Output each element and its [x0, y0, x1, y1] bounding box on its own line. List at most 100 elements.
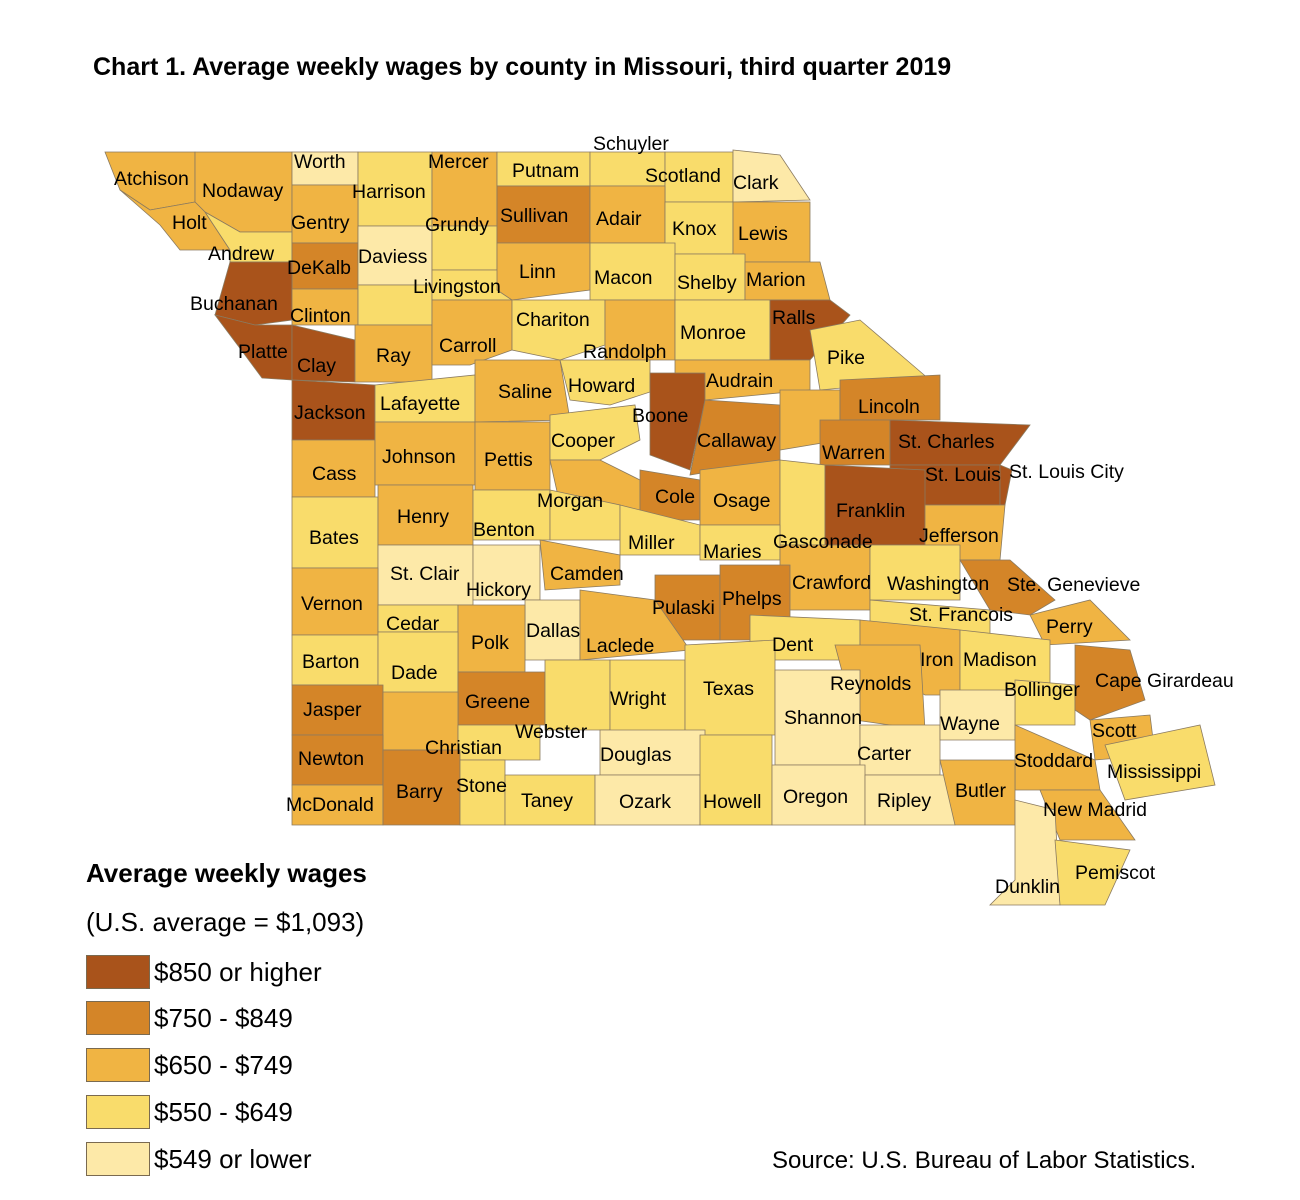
county-label: Ozark [619, 791, 671, 813]
county-label: Clinton [290, 305, 351, 327]
county-washington [869, 544, 961, 601]
county-label: Buchanan [190, 293, 278, 315]
county-label: Texas [703, 678, 754, 700]
legend-swatch [86, 1095, 150, 1129]
county-chariton [511, 299, 606, 361]
county-label: Linn [519, 261, 556, 283]
county-label: St. Louis [925, 464, 1001, 486]
county-lincoln [839, 374, 941, 421]
county-label: Callaway [697, 430, 776, 452]
county-label: Jasper [303, 699, 362, 721]
county-label: Dallas [526, 620, 580, 642]
county-linn [496, 242, 591, 301]
county-label: Wayne [940, 713, 1000, 735]
county-perry [1029, 599, 1131, 646]
legend-label: $550 - $649 [154, 1096, 293, 1127]
county-label: Oregon [783, 786, 848, 808]
county-label: Mississippi [1107, 761, 1201, 783]
legend-swatch [86, 1001, 150, 1035]
county-label: Howard [568, 375, 635, 397]
county-label: St. Clair [390, 563, 460, 585]
county-label: Phelps [722, 588, 782, 610]
county-label: Franklin [836, 500, 905, 522]
county-label: Shelby [677, 272, 737, 294]
county-label: Wright [610, 688, 667, 710]
county-label: Macon [594, 267, 653, 289]
county-cooper [549, 404, 641, 461]
county-carroll [431, 299, 513, 366]
legend-swatch [86, 1048, 150, 1082]
county-label: St. Charles [898, 431, 995, 453]
county-label: Cole [655, 486, 695, 508]
legend-item-650-749: $650 - $749 [86, 1047, 293, 1083]
county-label: Ralls [772, 307, 816, 329]
county-label: Pemiscot [1075, 862, 1156, 884]
county-label: Grundy [425, 214, 489, 236]
county-label: Scott [1092, 720, 1137, 742]
county-label: Howell [703, 791, 762, 813]
county-label: Worth [294, 151, 346, 173]
county-label: Iron [920, 649, 954, 671]
legend-item-549-lower: $549 or lower [86, 1141, 312, 1177]
county-label: Ste. Genevieve [1007, 574, 1140, 596]
county-label: Newton [298, 748, 364, 770]
county-pemiscot [1054, 839, 1131, 906]
county-label: Bollinger [1004, 679, 1080, 701]
county-label: Johnson [382, 446, 456, 468]
county-label: Monroe [680, 322, 746, 344]
county-label: Cass [312, 463, 357, 485]
county-label: Polk [471, 632, 509, 654]
county-label: Barry [396, 781, 443, 803]
county-label: Lafayette [380, 393, 460, 415]
county-dunklin [989, 799, 1061, 906]
county-label: Lewis [738, 223, 788, 245]
county-label: Knox [672, 218, 717, 240]
county-label: St. Louis City [1009, 461, 1124, 483]
county-label: Carroll [439, 335, 496, 357]
county-label: Mercer [428, 151, 489, 173]
county-label: Sullivan [500, 205, 568, 227]
county-label: Chariton [516, 309, 590, 331]
county-label: Jefferson [919, 525, 999, 547]
county-label: Marion [746, 269, 806, 291]
county-camden [539, 539, 621, 591]
county-label: DeKalb [287, 257, 351, 279]
county-mississippi [1104, 724, 1216, 801]
county-label: Atchison [114, 168, 189, 190]
county-label: Clay [297, 355, 336, 377]
county-label: Christian [425, 737, 502, 759]
county-label: Daviess [358, 246, 428, 268]
legend-label: $549 or lower [154, 1143, 312, 1174]
county-label: Saline [498, 381, 552, 403]
county-ste-genevieve [959, 559, 1056, 616]
county-label: St. Francois [909, 604, 1013, 626]
county-label: Randolph [583, 341, 666, 363]
county-label: Miller [628, 532, 675, 554]
county-label: Henry [397, 506, 449, 528]
county-label: Madison [963, 649, 1037, 671]
county-label: Reynolds [830, 673, 912, 695]
county-buchanan [214, 261, 293, 326]
legend-item-550-649: $550 - $649 [86, 1094, 293, 1130]
county-label: Putnam [512, 160, 579, 182]
county-label: Nodaway [202, 180, 284, 202]
county-label: Carter [857, 743, 912, 765]
county-label: Cedar [386, 613, 440, 635]
county-label: Cape Girardeau [1095, 670, 1234, 692]
legend-swatch [86, 955, 150, 989]
county-cape-girardeau [1074, 644, 1146, 721]
county-label: Butler [955, 780, 1006, 802]
county-label: McDonald [286, 794, 374, 816]
county-label: Cooper [551, 430, 615, 452]
county-label: Perry [1046, 616, 1093, 638]
county-label: Clark [733, 172, 779, 194]
county-label: Bates [309, 527, 359, 549]
county-label: Shannon [784, 707, 862, 729]
county-label: Gentry [291, 212, 350, 234]
county-label: Holt [172, 212, 207, 234]
county-label: Dent [772, 634, 814, 656]
county-label: Dade [391, 662, 438, 684]
county-label: Pulaski [652, 597, 715, 619]
